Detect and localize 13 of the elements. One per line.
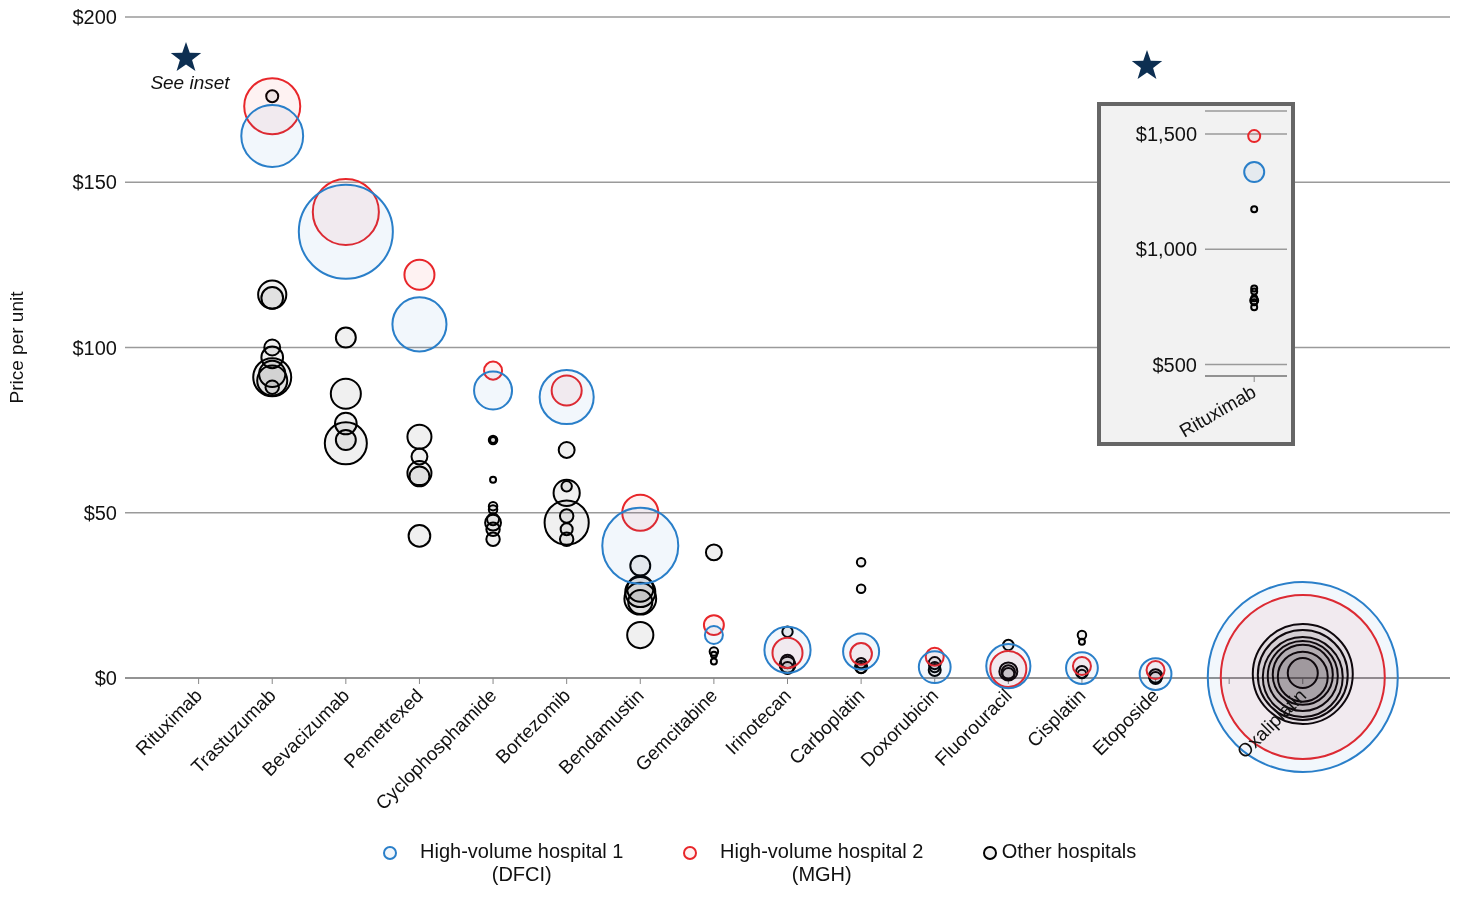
legend-label: High-volume hospital 1 (DFCI): [419, 840, 625, 886]
annotation: See inset: [149, 72, 231, 94]
legend-label: Other hospitals: [1001, 840, 1137, 863]
y-tick-label: $50: [83, 501, 117, 524]
legend-label: High-volume hospital 2 (MGH): [719, 840, 925, 886]
y-tick-label: $0: [94, 667, 117, 690]
y-tick-label: $100: [72, 336, 117, 359]
y-tick-label: $1,500: [1135, 123, 1197, 146]
y-tick-label: $200: [72, 6, 117, 29]
y-tick-label: $150: [72, 171, 117, 194]
y-axis-title: Price per unit: [5, 290, 27, 404]
y-tick-label: $1,000: [1135, 238, 1197, 261]
y-tick-label: $500: [1152, 353, 1197, 376]
